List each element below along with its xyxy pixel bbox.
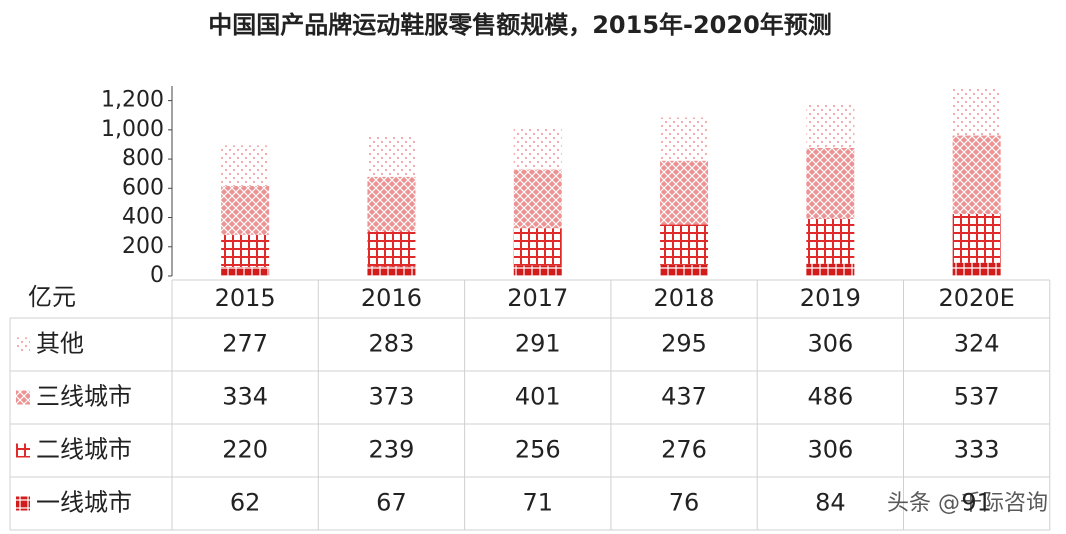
bar-segment <box>660 264 709 276</box>
x-tick-label: 2015 <box>215 284 276 312</box>
legend-swatch <box>16 443 30 458</box>
table-value: 62 <box>230 489 261 517</box>
legend-swatch <box>16 337 30 352</box>
legend-label: 其他 <box>36 330 84 358</box>
bar-segment <box>367 176 416 232</box>
bar-segment <box>513 169 562 229</box>
y-tick-label: 1,200 <box>101 88 164 113</box>
bar-segment <box>513 265 562 276</box>
bar-segment <box>660 224 709 265</box>
table-value: 67 <box>376 489 407 517</box>
table-value: 486 <box>807 383 853 411</box>
table-value: 84 <box>815 489 846 517</box>
bar-segment <box>221 266 270 276</box>
table-value: 256 <box>515 436 561 464</box>
bar-segment <box>221 185 270 235</box>
table-value: 401 <box>515 383 561 411</box>
watermark: 头条 @千际咨询 <box>887 491 1048 516</box>
table-value: 239 <box>369 436 415 464</box>
bar-segment <box>806 263 855 276</box>
bar-segment <box>952 214 1001 263</box>
y-tick-label: 600 <box>122 175 164 200</box>
table-value: 334 <box>222 383 268 411</box>
bar-segment <box>952 135 1001 215</box>
table-value: 373 <box>369 383 415 411</box>
legend-swatch <box>16 390 30 405</box>
y-tick-label: 200 <box>122 234 164 259</box>
bar-segment <box>806 219 855 264</box>
bar-segment <box>513 127 562 170</box>
legend-label: 一线城市 <box>36 489 132 517</box>
y-tick-label: 800 <box>122 146 164 171</box>
table-value: 276 <box>661 436 707 464</box>
chart-title: 中国国产品牌运动鞋服零售额规模，2015年-2020年预测 <box>208 11 832 39</box>
table-value: 324 <box>954 330 1000 358</box>
legend-label: 三线城市 <box>36 383 132 411</box>
bar-segment <box>221 145 270 186</box>
y-tick-label: 400 <box>122 205 164 230</box>
table-value: 537 <box>954 383 1000 411</box>
bar-segment <box>952 88 1001 136</box>
table-value: 291 <box>515 330 561 358</box>
x-tick-label: 2016 <box>361 284 422 312</box>
bar-segment <box>367 266 416 276</box>
y-tick-label: 1,000 <box>101 117 164 142</box>
table-value: 277 <box>222 330 268 358</box>
bar-segment <box>660 160 709 225</box>
y-tick-label: 0 <box>150 263 164 288</box>
table-value: 71 <box>522 489 553 517</box>
bar-segment <box>367 135 416 177</box>
bar-segment <box>513 228 562 266</box>
table-value: 220 <box>222 436 268 464</box>
x-tick-label: 2019 <box>800 284 861 312</box>
table-value: 333 <box>954 436 1000 464</box>
bar-segment <box>806 147 855 219</box>
x-tick-label: 2020E <box>939 284 1015 312</box>
unit-label: 亿元 <box>28 283 76 311</box>
bar-segment <box>806 103 855 148</box>
bar-segment <box>367 231 416 267</box>
table-value: 91 <box>961 489 992 517</box>
table-value: 306 <box>807 436 853 464</box>
table-value: 295 <box>661 330 707 358</box>
table-value: 283 <box>369 330 415 358</box>
legend-label: 二线城市 <box>36 436 132 464</box>
x-tick-label: 2017 <box>507 284 568 312</box>
table-value: 76 <box>669 489 700 517</box>
bar-segment <box>952 262 1001 276</box>
bar-segment <box>660 117 709 161</box>
bar-segment <box>221 234 270 267</box>
table-value: 306 <box>807 330 853 358</box>
table-value: 437 <box>661 383 707 411</box>
legend-swatch <box>16 496 30 511</box>
x-tick-label: 2018 <box>654 284 715 312</box>
